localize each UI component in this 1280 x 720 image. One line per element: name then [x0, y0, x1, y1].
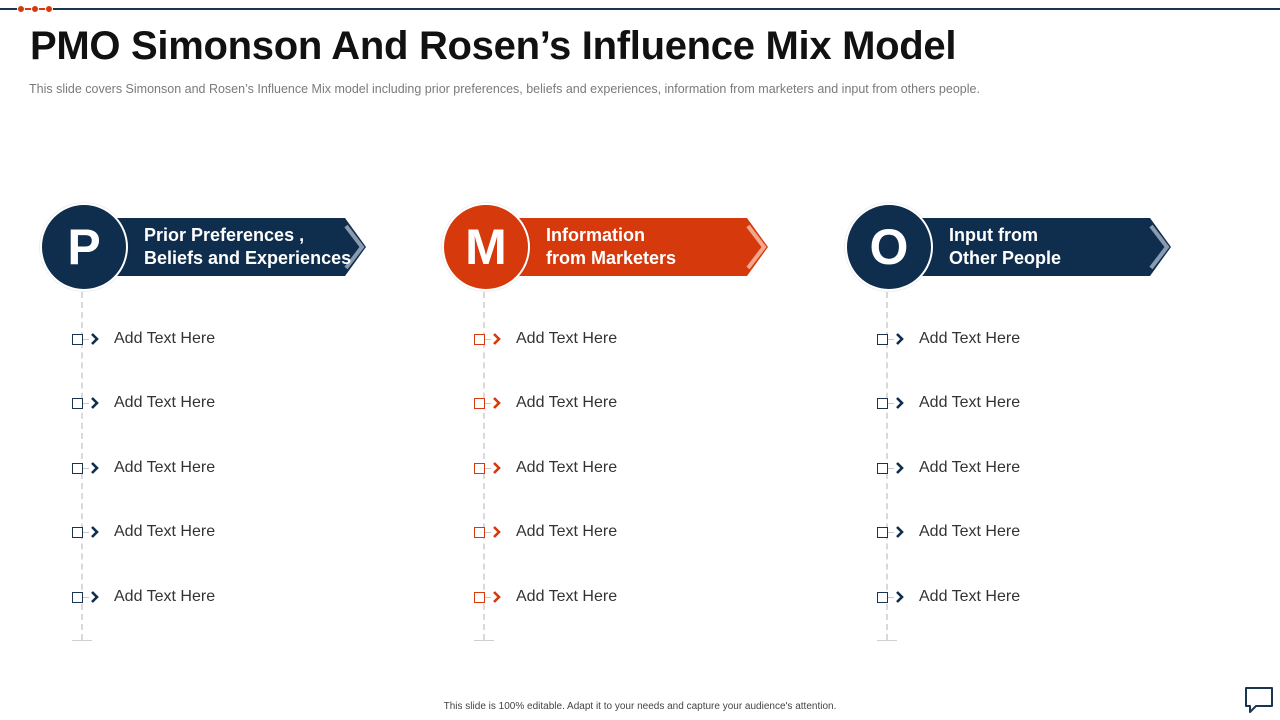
list-item: Add Text Here — [72, 393, 215, 413]
arrow-right-icon — [896, 397, 904, 409]
checkbox-square-icon — [877, 333, 888, 345]
list-item-text: Add Text Here — [919, 394, 1021, 411]
checkbox-square-icon — [474, 591, 485, 603]
checkbox-square-icon — [474, 462, 485, 474]
list-item-text: Add Text Here — [919, 459, 1021, 476]
arrow-right-icon — [91, 397, 99, 409]
arrow-right-icon — [493, 333, 501, 345]
timeline-rail-end — [72, 640, 92, 641]
checkbox-square-icon — [72, 591, 83, 603]
list-item: Add Text Here — [72, 458, 215, 478]
arrow-right-icon — [493, 591, 501, 603]
list-item-text: Add Text Here — [919, 330, 1021, 347]
chevron-right-icon — [344, 224, 365, 270]
list-item: Add Text Here — [474, 522, 617, 542]
heading-line: Beliefs and Experiences — [144, 248, 352, 268]
list-item-text: Add Text Here — [516, 330, 618, 347]
list-item-text: Add Text Here — [114, 330, 216, 347]
arrow-right-icon — [493, 526, 501, 538]
footer-note: This slide is 100% editable. Adapt it to… — [443, 701, 837, 712]
checkbox-square-icon — [72, 333, 83, 345]
slide-title: PMO Simonson And Rosen’s Influence Mix M… — [30, 24, 957, 68]
list-item-text: Add Text Here — [919, 523, 1021, 540]
arrow-right-icon — [896, 591, 904, 603]
list-item-text: Add Text Here — [114, 523, 216, 540]
heading-o: Input from Other People — [949, 224, 1061, 270]
checkbox-square-icon — [474, 333, 485, 345]
heading-p: Prior Preferences , Beliefs and Experien… — [144, 224, 351, 270]
list-item: Add Text Here — [877, 458, 1020, 478]
column-m: M Information from Marketers Add Text He… — [410, 200, 790, 650]
letter-circle-p: P — [40, 203, 128, 291]
letter-circle-o: O — [845, 203, 933, 291]
heading-m: Information from Marketers — [546, 224, 676, 270]
checkbox-square-icon — [474, 397, 485, 409]
list-item-text: Add Text Here — [114, 588, 216, 605]
heading-line: Input from — [949, 225, 1038, 245]
list-item: Add Text Here — [474, 587, 617, 607]
heading-line: from Marketers — [546, 248, 677, 268]
top-border-line — [0, 8, 1280, 10]
timeline-rail-end — [474, 640, 494, 641]
list-item: Add Text Here — [474, 393, 617, 413]
arrow-right-icon — [91, 333, 99, 345]
heading-line: Prior Preferences , — [144, 225, 305, 245]
list-item-text: Add Text Here — [114, 394, 216, 411]
chevron-right-icon — [746, 224, 767, 270]
list-item: Add Text Here — [877, 587, 1020, 607]
checkbox-square-icon — [72, 526, 83, 538]
arrow-right-icon — [91, 591, 99, 603]
arrow-right-icon — [493, 397, 501, 409]
slide-subtitle: This slide covers Simonson and Rosen’s I… — [29, 82, 980, 96]
list-item-text: Add Text Here — [919, 588, 1021, 605]
arrow-right-icon — [896, 333, 904, 345]
heading-line: Other People — [949, 248, 1062, 268]
list-item-text: Add Text Here — [516, 523, 618, 540]
chat-icon[interactable] — [1244, 686, 1274, 714]
list-item: Add Text Here — [474, 329, 617, 349]
list-item: Add Text Here — [877, 522, 1020, 542]
checkbox-square-icon — [72, 462, 83, 474]
arrow-right-icon — [896, 526, 904, 538]
column-p: P Prior Preferences , Beliefs and Experi… — [8, 200, 388, 650]
dot-chain-icon — [17, 5, 53, 13]
arrow-right-icon — [91, 526, 99, 538]
list-item: Add Text Here — [72, 329, 215, 349]
list-item: Add Text Here — [474, 458, 617, 478]
chevron-right-icon — [1149, 224, 1170, 270]
list-item-text: Add Text Here — [516, 459, 618, 476]
arrow-right-icon — [896, 462, 904, 474]
list-item-text: Add Text Here — [516, 588, 618, 605]
checkbox-square-icon — [877, 526, 888, 538]
checkbox-square-icon — [72, 397, 83, 409]
list-item-text: Add Text Here — [114, 459, 216, 476]
checkbox-square-icon — [877, 462, 888, 474]
column-o: O Input from Other People Add Text Here … — [813, 200, 1193, 650]
checkbox-square-icon — [877, 397, 888, 409]
timeline-rail-end — [877, 640, 897, 641]
list-item: Add Text Here — [72, 587, 215, 607]
list-item: Add Text Here — [877, 329, 1020, 349]
list-item: Add Text Here — [877, 393, 1020, 413]
heading-line: Information — [546, 225, 645, 245]
checkbox-square-icon — [474, 526, 485, 538]
arrow-right-icon — [493, 462, 501, 474]
checkbox-square-icon — [877, 591, 888, 603]
list-item: Add Text Here — [72, 522, 215, 542]
arrow-right-icon — [91, 462, 99, 474]
letter-circle-m: M — [442, 203, 530, 291]
list-item-text: Add Text Here — [516, 394, 618, 411]
